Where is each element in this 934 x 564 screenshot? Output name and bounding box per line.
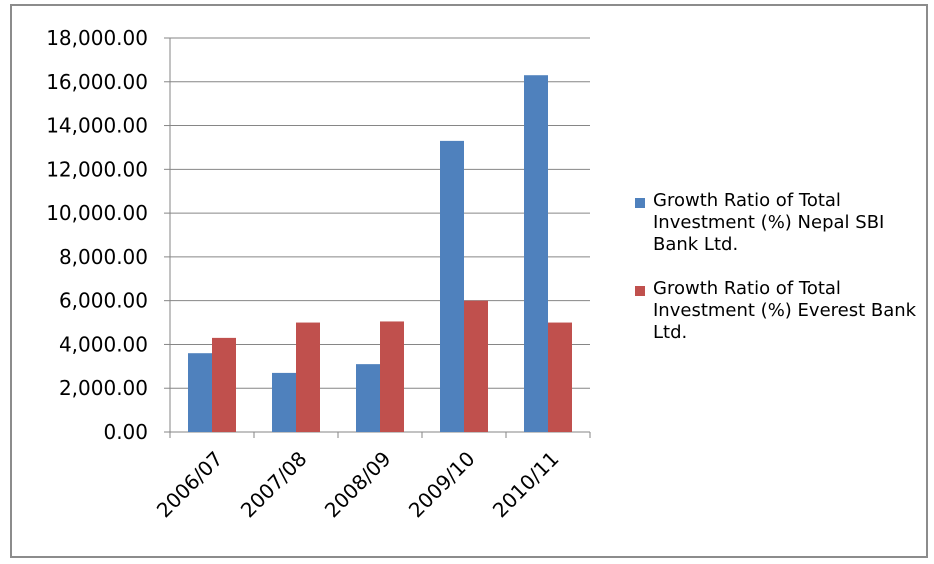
y-tick-label: 16,000.00 [46, 70, 148, 94]
bar-nepal-sbi-2010-11 [524, 75, 548, 432]
bar-nepal-sbi-2007-08 [272, 372, 296, 432]
y-tick-label: 18,000.00 [46, 26, 148, 50]
bar-everest-2008-09 [380, 321, 404, 432]
x-tick-label: 2006/07 [152, 447, 228, 523]
bar-nepal-sbi-2008-09 [356, 364, 380, 432]
y-tick-label: 10,000.00 [46, 201, 148, 225]
bar-nepal-sbi-2006-07 [188, 353, 212, 432]
y-tick-label: 8,000.00 [59, 245, 148, 269]
legend-label-nepal-sbi: Growth Ratio of Total Investment (%) Nep… [653, 190, 885, 255]
bar-everest-2010-11 [548, 322, 572, 432]
y-tick-label: 2,000.00 [59, 376, 148, 400]
bar-everest-2006-07 [212, 337, 236, 432]
y-tick-label: 12,000.00 [46, 157, 148, 181]
legend-swatch-everest [635, 286, 645, 296]
bar-everest-2009-10 [464, 300, 488, 432]
bar-nepal-sbi-2009-10 [440, 140, 464, 432]
legend-item-nepal-sbi: Growth Ratio of Total Investment (%) Nep… [633, 190, 923, 256]
x-tick-label: 2010/11 [488, 447, 564, 523]
legend: Growth Ratio of Total Investment (%) Nep… [633, 190, 923, 366]
y-tick-label: 14,000.00 [46, 114, 148, 138]
legend-label-everest: Growth Ratio of Total Investment (%) Eve… [653, 278, 917, 343]
x-tick-label: 2008/09 [320, 447, 396, 523]
x-tick-label: 2007/08 [236, 447, 312, 523]
y-tick-label: 4,000.00 [59, 332, 148, 356]
y-tick-label: 6,000.00 [59, 289, 148, 313]
y-tick-label: 0.00 [103, 420, 148, 444]
bar-everest-2007-08 [296, 322, 320, 432]
chart-frame [10, 4, 928, 558]
x-tick-label: 2009/10 [404, 447, 480, 523]
legend-swatch-nepal-sbi [635, 198, 645, 208]
legend-item-everest: Growth Ratio of Total Investment (%) Eve… [633, 278, 923, 344]
